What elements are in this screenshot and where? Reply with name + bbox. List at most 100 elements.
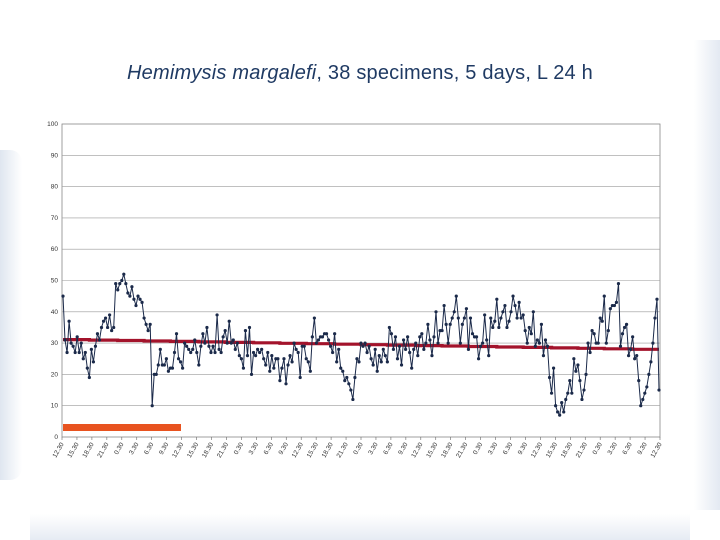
activity-point [527, 325, 531, 330]
y-tick-label: 50 [51, 278, 59, 285]
activity-point [406, 335, 410, 339]
activity-point [499, 316, 503, 320]
activity-point [343, 379, 347, 383]
activity-point [81, 357, 85, 361]
activity-point [258, 350, 262, 355]
activity-point [562, 410, 566, 414]
activity-point [213, 350, 217, 355]
activity-point [560, 400, 564, 405]
x-tick-label: 0.30 [472, 441, 485, 456]
activity-point [223, 328, 227, 333]
activity-point [195, 350, 199, 355]
x-tick-label: 3.30 [367, 441, 380, 456]
activity-point [521, 313, 525, 317]
activity-point [387, 325, 391, 330]
x-tick-label: 21.30 [216, 441, 230, 459]
activity-point [205, 325, 209, 330]
activity-point [69, 341, 73, 345]
activity-point [87, 375, 91, 380]
activity-point [116, 288, 120, 292]
activity-point [292, 341, 296, 345]
activity-point [541, 354, 546, 358]
activity-point [612, 303, 617, 308]
activity-point [247, 325, 252, 330]
activity-point [531, 310, 535, 314]
activity-point [91, 360, 96, 364]
activity-point [655, 297, 659, 301]
activity-point [288, 354, 292, 358]
slide-right-decoration [694, 40, 720, 510]
activity-point [608, 307, 612, 311]
activity-point [624, 322, 629, 326]
x-tick-label: 0.30 [233, 441, 246, 456]
activity-point [312, 316, 316, 320]
activity-point [367, 344, 371, 348]
activity-point [353, 375, 357, 380]
activity-point [519, 316, 523, 320]
activity-point [142, 316, 146, 320]
activity-point [495, 297, 499, 301]
x-tick-label: 6.30 [621, 441, 634, 456]
activity-point [278, 379, 282, 383]
activity-point [351, 397, 355, 402]
x-tick-label: 21.30 [96, 441, 110, 459]
activity-point [586, 341, 590, 345]
activity-point [517, 300, 521, 305]
activity-point [379, 360, 383, 364]
activity-point [602, 294, 606, 298]
x-tick-label: 6.30 [502, 441, 515, 456]
x-tick-label: 9.30 [158, 441, 171, 456]
activity-point [251, 350, 256, 355]
activity-point [189, 350, 193, 355]
x-tick-label: 12.30 [291, 441, 305, 459]
activity-point [120, 278, 124, 283]
activity-point [339, 366, 343, 370]
activity-point [298, 375, 302, 380]
activity-point [535, 338, 539, 342]
activity-point [393, 335, 398, 339]
activity-point [369, 357, 373, 361]
activity-point [466, 347, 471, 351]
x-tick-label: 18.30 [560, 441, 574, 459]
activity-point [114, 282, 118, 286]
activity-point [134, 303, 138, 308]
activity-point [442, 303, 446, 308]
activity-point [221, 335, 225, 339]
activity-point [253, 354, 258, 358]
activity-point [568, 379, 572, 383]
activity-point [166, 369, 171, 373]
activity-point [290, 360, 294, 364]
slide-bottom-decoration [30, 514, 690, 540]
x-tick-label: 9.30 [278, 441, 291, 456]
activity-point [71, 344, 75, 348]
activity-point [446, 341, 450, 345]
activity-point [178, 360, 183, 364]
activity-point [256, 347, 260, 351]
activity-point [85, 366, 89, 370]
activity-point [337, 347, 341, 351]
activity-point [523, 328, 527, 333]
activity-point [97, 338, 102, 342]
y-tick-label: 60 [51, 246, 59, 253]
activity-point [440, 328, 444, 333]
activity-point [103, 316, 108, 320]
x-tick-label: 9.30 [517, 441, 530, 456]
activity-point [422, 347, 426, 351]
activity-point [647, 372, 651, 376]
activity-point [154, 372, 158, 376]
activity-point [600, 319, 604, 323]
activity-point [67, 319, 71, 323]
activity-point [130, 285, 134, 289]
x-tick-label: 18.30 [81, 441, 95, 459]
x-tick-label: 15.30 [425, 441, 439, 459]
activity-point [434, 310, 438, 314]
activity-point [375, 369, 379, 373]
activity-point [576, 363, 580, 367]
activity-point [582, 388, 586, 392]
activity-point [77, 350, 81, 355]
activity-point [237, 354, 241, 358]
activity-point [108, 313, 112, 317]
activity-point [183, 341, 187, 345]
activity-point [474, 335, 479, 339]
activity-point [201, 332, 205, 336]
